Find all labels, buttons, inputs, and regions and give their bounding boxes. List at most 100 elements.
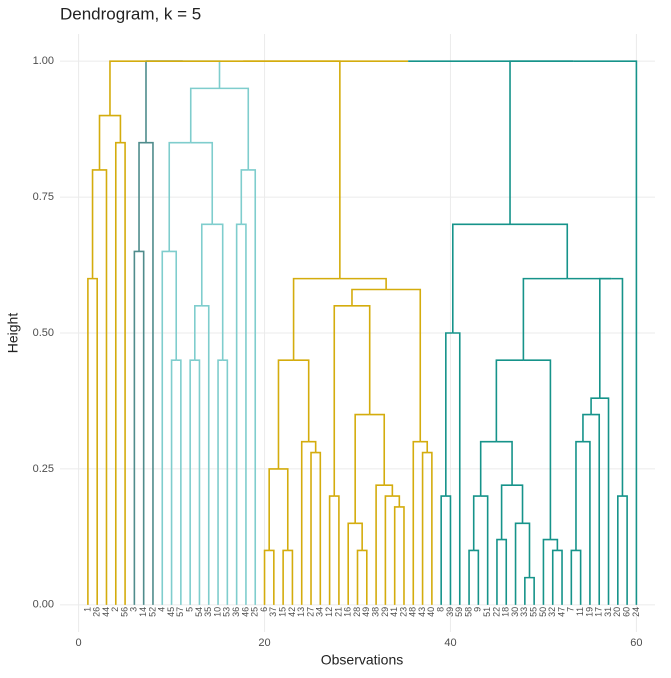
leaf-label: 19	[584, 607, 594, 617]
leaf-label: 7	[566, 607, 576, 612]
dendrogram-link	[440, 495, 446, 605]
leaf-label: 24	[631, 607, 641, 617]
dendrogram-link	[222, 359, 229, 605]
dendrogram-link	[393, 506, 400, 605]
leaf-label: 39	[445, 607, 455, 617]
dendrogram-link	[114, 141, 121, 605]
leaf-label: 6	[259, 607, 269, 612]
x-axis-label: Observations	[321, 652, 403, 668]
leaf-label: 59	[454, 607, 464, 617]
leaf-label: 28	[352, 607, 362, 617]
dendrogram-link	[240, 169, 249, 225]
dendrogram-link	[145, 60, 183, 143]
leaf-label: 43	[417, 607, 427, 617]
dendrogram-link	[170, 359, 177, 605]
dendrogram-link	[347, 522, 356, 605]
leaf-label: 55	[529, 607, 539, 617]
dendrogram-link	[473, 549, 480, 605]
leaf-label: 17	[594, 607, 604, 617]
leaf-label: 60	[621, 607, 631, 617]
dendrogram-link	[315, 451, 322, 605]
dendrogram-link	[496, 538, 502, 605]
leaf-label: 32	[547, 607, 557, 617]
leaf-label: 20	[612, 607, 622, 617]
dendrogram-link	[356, 549, 363, 605]
dendrogram-link	[98, 114, 110, 170]
leaf-label: 4	[157, 607, 167, 612]
leaf-label: 23	[398, 607, 408, 617]
dendrogram-link	[445, 332, 453, 497]
y-tick-label: 0.75	[33, 191, 54, 203]
dendrogram-link	[557, 549, 563, 605]
dendrogram-link	[386, 288, 422, 442]
leaf-label: 12	[324, 607, 334, 617]
dendrogram-link	[445, 495, 452, 605]
dendrogram-link	[496, 440, 513, 486]
leaf-label: 34	[315, 607, 325, 617]
y-axis-label: Height	[5, 313, 21, 354]
dendrogram-link	[87, 277, 93, 605]
dendrogram-link	[495, 359, 524, 442]
leaf-label: 11	[575, 607, 585, 616]
dendrogram-link	[514, 522, 523, 605]
dendrogram-link	[339, 277, 387, 290]
y-tick-label: 0.25	[33, 463, 54, 475]
dendrogram-link	[573, 60, 638, 605]
leaf-label: 16	[343, 607, 353, 617]
dendrogram-link	[399, 506, 405, 605]
y-tick-label: 0.00	[33, 599, 54, 611]
dendrogram-link	[212, 223, 224, 361]
dendrogram-link	[522, 277, 568, 361]
dendrogram-link	[510, 223, 569, 279]
dendrogram-link	[582, 440, 591, 605]
dendrogram-link	[190, 141, 214, 225]
leaf-label: 8	[436, 607, 446, 612]
leaf-label: 48	[408, 607, 418, 617]
leaf-label: 2	[110, 607, 120, 612]
dendrogram-link	[590, 397, 600, 415]
leaf-label: 56	[119, 607, 129, 617]
leaf-label: 35	[203, 607, 213, 617]
leaf-label: 57	[175, 607, 185, 617]
dendrogram-link	[611, 277, 624, 497]
dendrogram-link	[420, 440, 429, 453]
dendrogram-link	[278, 468, 289, 551]
dendrogram-link	[427, 451, 433, 605]
dendrogram-link	[91, 169, 100, 279]
dendrogram-link	[201, 305, 210, 605]
dendrogram-link	[282, 549, 288, 605]
leaf-label: 42	[287, 607, 297, 617]
leaf-label: 49	[361, 607, 371, 617]
dendrogram-link	[176, 359, 182, 605]
dendrogram-link	[138, 141, 146, 252]
dendrogram-link	[522, 522, 531, 578]
dendrogram-link	[384, 495, 393, 605]
leaf-label: 27	[305, 607, 315, 617]
leaf-label: 14	[138, 607, 148, 617]
dendrogram-link	[182, 60, 221, 89]
dendrogram-link	[575, 440, 583, 551]
dendrogram-link	[189, 87, 220, 143]
dendrogram-link	[194, 305, 202, 361]
dendrogram-link	[133, 250, 140, 605]
dendrogram-link	[109, 60, 147, 116]
dendrogram-link	[248, 169, 257, 605]
leaf-label: 37	[268, 607, 278, 617]
dendrogram-link	[217, 359, 223, 605]
dendrogram-link	[524, 576, 530, 605]
dendrogram-link	[451, 223, 511, 333]
leaf-label: 25	[250, 607, 260, 617]
dendrogram-link	[362, 549, 368, 605]
dendrogram-link	[277, 359, 294, 469]
leaf-label: 22	[491, 607, 501, 617]
dendrogram-link	[421, 451, 428, 605]
leaf-label: 1	[82, 607, 92, 612]
dendrogram-link	[168, 141, 191, 252]
dendrogram-link	[194, 359, 201, 605]
leaf-label: 45	[166, 607, 176, 617]
dendrogram-link	[542, 538, 551, 605]
dendrogram-link	[92, 277, 98, 605]
chart-title: Dendrogram, k = 5	[60, 4, 201, 23]
